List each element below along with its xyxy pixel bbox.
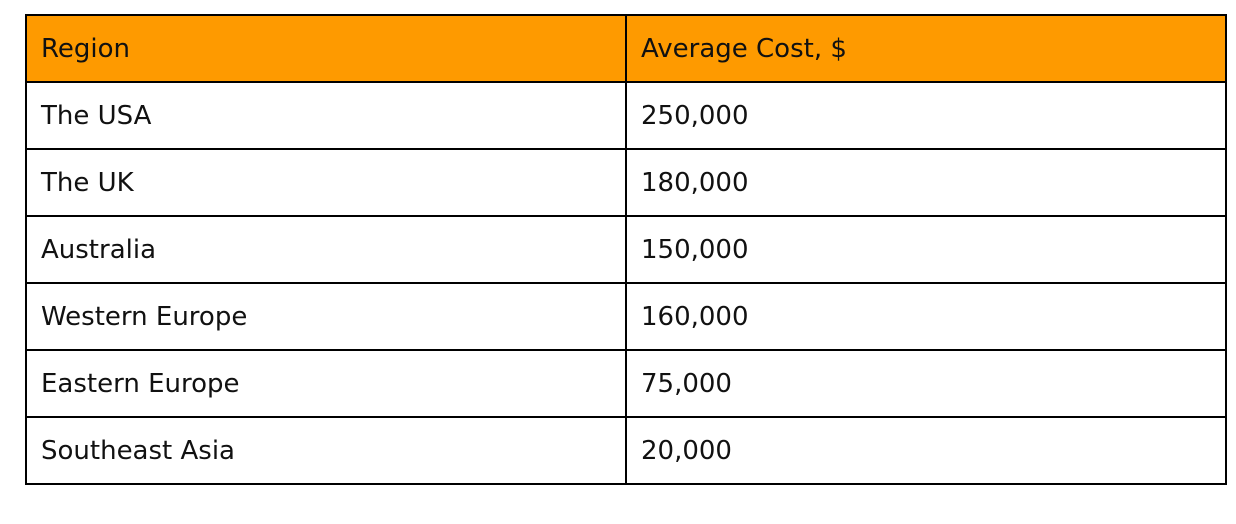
table-row: Southeast Asia 20,000	[25, 416, 1227, 485]
table-row: Australia 150,000	[25, 215, 1227, 284]
cost-cell: 75,000	[625, 349, 1227, 418]
cost-table: Region Average Cost, $ The USA 250,000 The…	[25, 14, 1227, 485]
cost-cell: 180,000	[625, 148, 1227, 217]
region-cell: The USA	[25, 81, 627, 150]
region-cell: Western Europe	[25, 282, 627, 351]
table-row: Eastern Europe 75,000	[25, 349, 1227, 418]
header-cell: Average Cost, $	[625, 14, 1227, 83]
region-cell: The UK	[25, 148, 627, 217]
cost-cell: 150,000	[625, 215, 1227, 284]
table-row: Western Europe 160,000	[25, 282, 1227, 351]
cost-cell: 160,000	[625, 282, 1227, 351]
region-cell: Eastern Europe	[25, 349, 627, 418]
table-row: The UK 180,000	[25, 148, 1227, 217]
region-cell: Australia	[25, 215, 627, 284]
header-cell: Region	[25, 14, 627, 83]
cost-cell: 20,000	[625, 416, 1227, 485]
header-row: Region Average Cost, $	[25, 14, 1227, 83]
region-cell: Southeast Asia	[25, 416, 627, 485]
table-body: The USA 250,000 The UK 180,000 Australia 150,…	[25, 81, 1227, 485]
cost-cell: 250,000	[625, 81, 1227, 150]
table-row: The USA 250,000	[25, 81, 1227, 150]
table-head: Region Average Cost, $	[25, 14, 1227, 83]
